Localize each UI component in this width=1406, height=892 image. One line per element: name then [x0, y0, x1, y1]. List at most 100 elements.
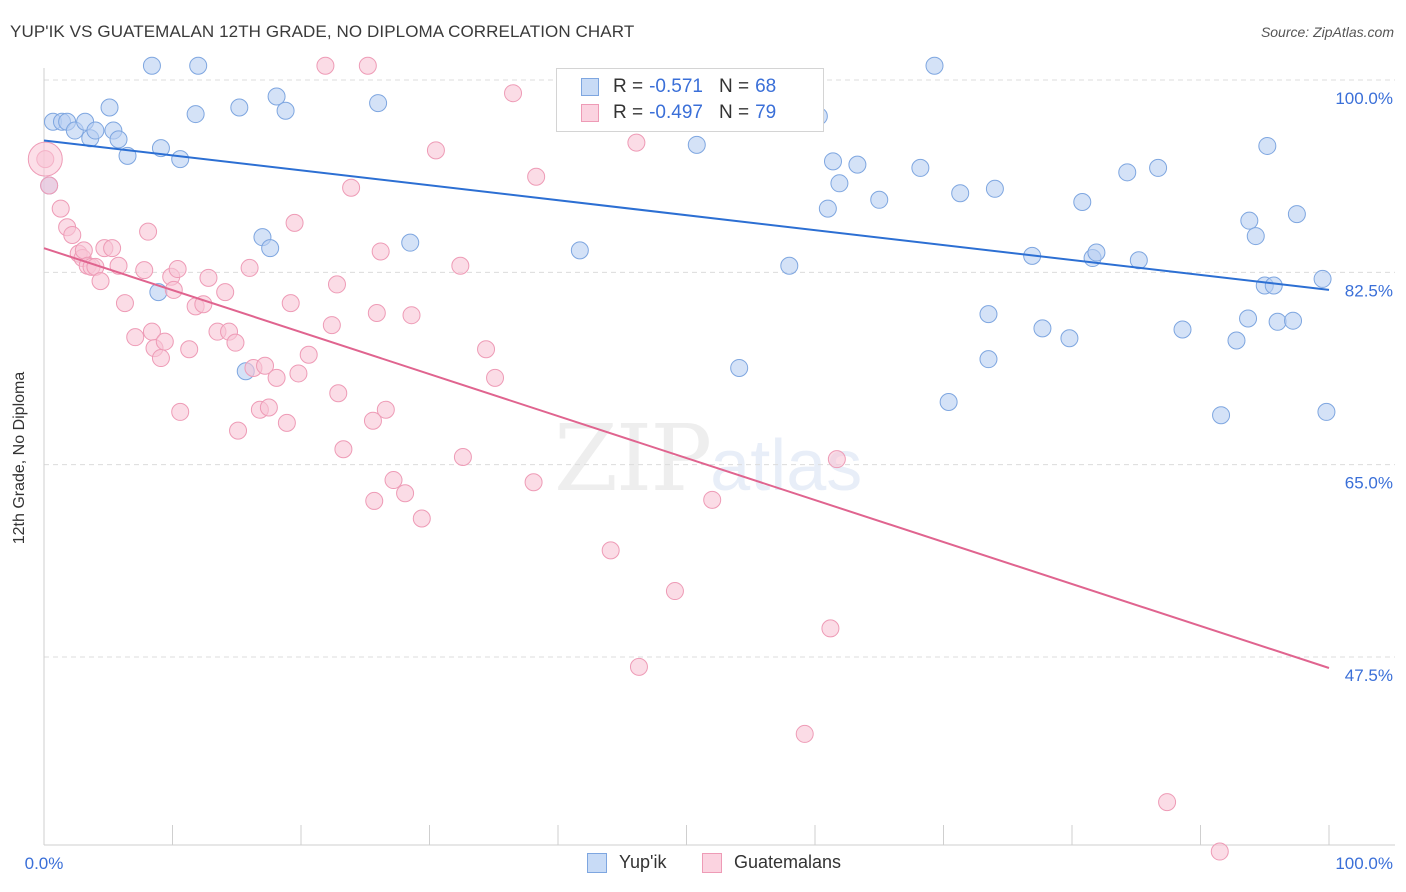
guatemalan-point — [299, 345, 318, 364]
guatemalan-point — [277, 413, 296, 432]
yupik-point — [818, 199, 837, 218]
yupik-point — [730, 358, 749, 377]
yupik-point — [570, 241, 589, 260]
guatemalan-point — [155, 332, 174, 351]
yupik-point — [1246, 227, 1265, 246]
guatemalan-point — [180, 340, 199, 359]
guatemalan-point — [504, 84, 523, 103]
yupik-point — [1227, 331, 1246, 350]
guatemalan-point — [256, 356, 275, 375]
yupik-point — [1264, 276, 1283, 295]
r-label: R = — [613, 102, 644, 123]
yupik-point — [1087, 243, 1106, 262]
guatemalan-point — [115, 294, 134, 313]
guatemalan-point — [63, 225, 82, 244]
legend-item-guatemalans: Guatemalans — [702, 852, 841, 873]
guatemalan-point — [109, 256, 128, 275]
yupik-point — [951, 184, 970, 203]
yupik-point — [401, 233, 420, 252]
guatemalan-point — [139, 222, 158, 241]
guatemalan-point — [168, 260, 187, 279]
legend-label-yupik: Yup'ik — [619, 852, 667, 872]
r-label: R = — [613, 76, 644, 97]
source-credit: Source: ZipAtlas.com — [1260, 24, 1394, 40]
yupik-point — [1240, 211, 1259, 230]
yupik-point — [830, 174, 849, 193]
guatemalan-point — [199, 268, 218, 287]
n-value: 68 — [755, 76, 777, 97]
guatemalan-point — [426, 141, 445, 160]
yupik-point — [171, 150, 190, 169]
guatemalan-point — [601, 541, 620, 560]
legend-row-guatemalans: R = -0.497 N = 79 — [581, 101, 776, 125]
yupik-point — [142, 56, 161, 75]
yupik-point — [369, 94, 388, 113]
yupik-point — [86, 121, 105, 140]
guatemalan-point — [795, 724, 814, 743]
guatemalan-point — [91, 272, 110, 291]
yupik-point — [848, 155, 867, 174]
guatemalan-point — [285, 213, 304, 232]
guatemalan-point — [363, 411, 382, 430]
yupik-point — [1258, 136, 1277, 155]
yupik-point — [911, 158, 930, 177]
guatemalan-point — [1158, 793, 1177, 812]
guatemalan-point — [376, 400, 395, 419]
guatemalan-point — [327, 275, 346, 294]
guatemalan-point — [627, 133, 646, 152]
guatemalan-point — [240, 258, 259, 277]
guatemalan-point — [367, 303, 386, 322]
guatemalan-point — [103, 239, 122, 258]
yupik-point — [979, 305, 998, 324]
yupik-point — [151, 139, 170, 158]
yupik-point — [1287, 205, 1306, 224]
yupik-point — [267, 87, 286, 106]
guatemalan-point — [396, 484, 415, 503]
legend-swatch-pink — [581, 104, 599, 122]
guatemalan-point — [126, 328, 145, 347]
n-label: N = — [718, 102, 750, 123]
yupik-point — [1149, 158, 1168, 177]
y-tick-label: 47.5% — [1345, 666, 1393, 685]
guatemalan-point — [384, 471, 403, 490]
yupik-point — [1239, 309, 1258, 328]
guatemalan-point — [477, 340, 496, 359]
guatemalan-point — [358, 56, 377, 75]
yupik-point — [1033, 319, 1052, 338]
yupik-point — [1317, 402, 1336, 421]
guatemalan-point — [402, 306, 421, 325]
chart-title: YUP'IK VS GUATEMALAN 12TH GRADE, NO DIPL… — [10, 22, 635, 41]
guatemalan-point — [329, 384, 348, 403]
guatemalan-point — [527, 167, 546, 186]
guatemalan-point — [135, 261, 154, 280]
guatemalan-point — [486, 368, 505, 387]
x-tick-label: 0.0% — [25, 854, 64, 873]
legend-swatch-blue — [587, 852, 607, 873]
yupik-point — [276, 101, 295, 120]
y-tick-label: 65.0% — [1345, 474, 1393, 493]
yupik-point — [1173, 320, 1192, 339]
legend-swatch-blue — [581, 78, 599, 96]
guatemalan-point — [371, 242, 390, 261]
yupik-point — [1268, 312, 1287, 331]
yupik-point — [261, 239, 280, 258]
guatemalan-point — [316, 56, 335, 75]
guatemalan-point — [267, 368, 286, 387]
yupik-point — [823, 152, 842, 171]
yupik-point — [230, 98, 249, 117]
yupik-point — [925, 56, 944, 75]
series-legend: Yup'ik Guatemalans — [0, 852, 1406, 878]
guatemalan-point — [289, 364, 308, 383]
n-value: 79 — [755, 102, 777, 123]
guatemalan-point — [259, 398, 278, 417]
guatemalan-point — [821, 619, 840, 638]
guatemalan-point — [171, 402, 190, 421]
yupik-point — [985, 179, 1004, 198]
y-axis-label: 12th Grade, No Diploma — [11, 371, 28, 545]
guatemalan-point — [40, 176, 59, 195]
x-tick-label: 100.0% — [1335, 854, 1393, 873]
legend-label-guatemalans: Guatemalans — [734, 852, 842, 872]
guatemalan-point — [342, 178, 361, 197]
guatemalan-point — [453, 447, 472, 466]
